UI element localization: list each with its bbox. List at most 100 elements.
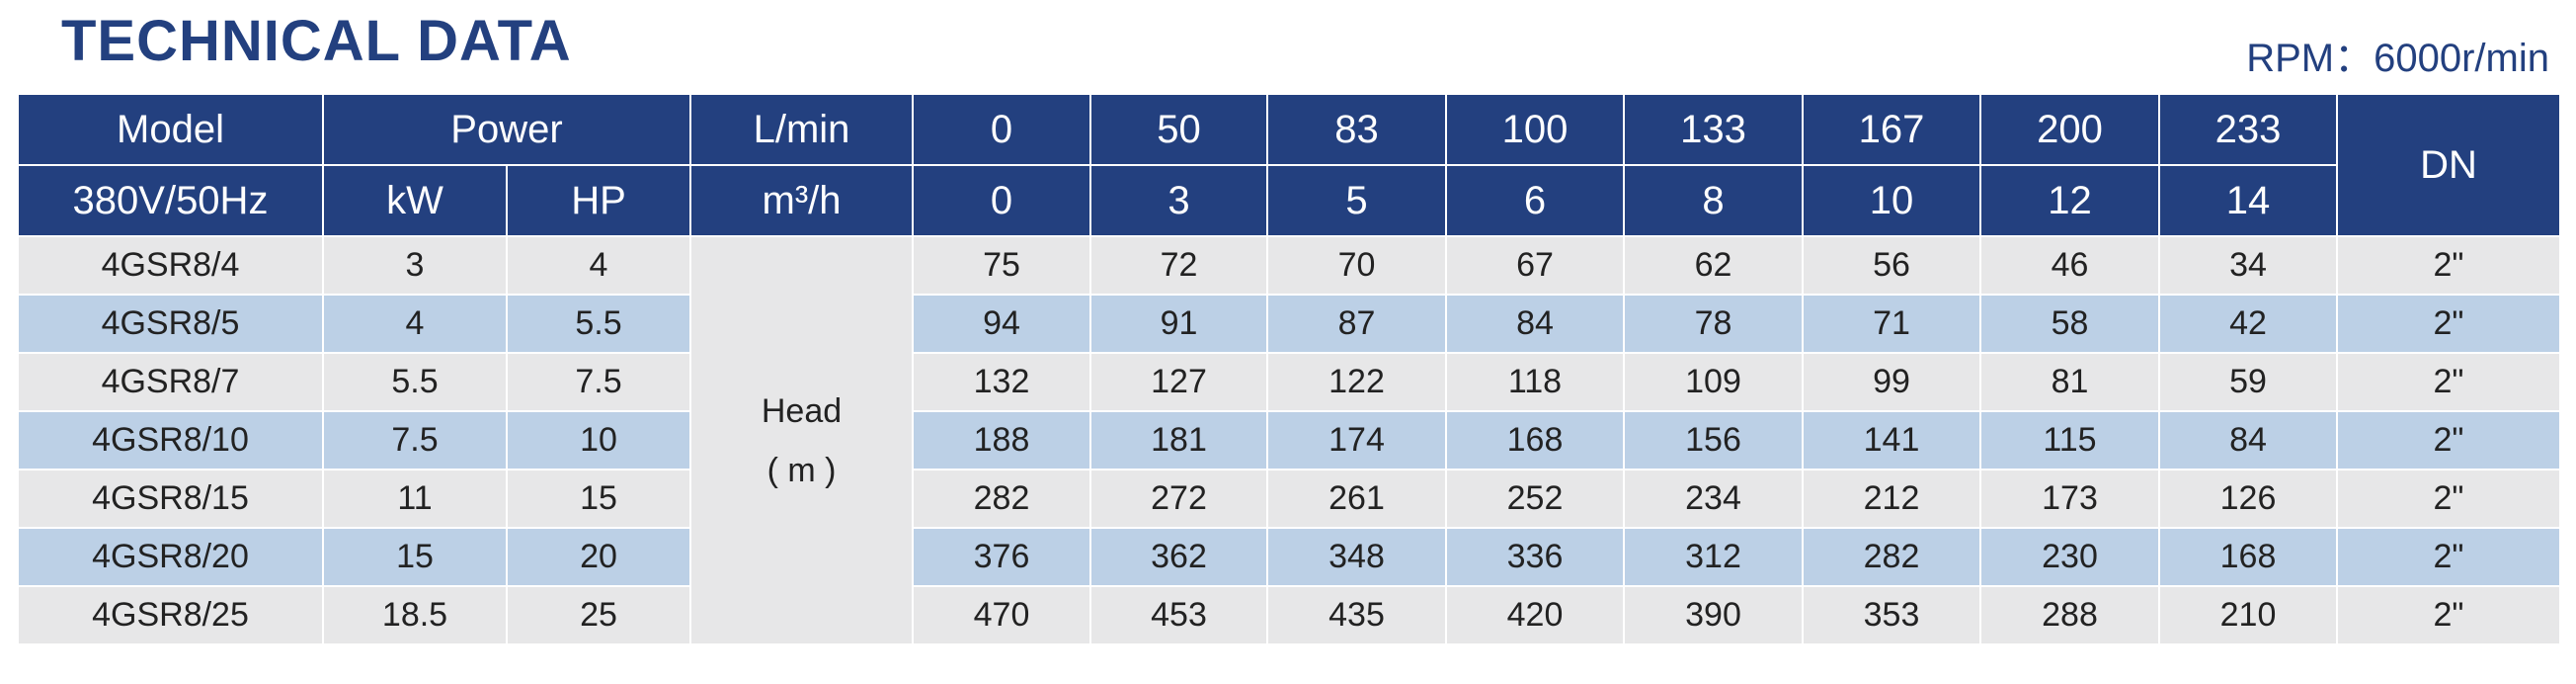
cell: 4GSR8/10 <box>17 410 324 470</box>
cell: 336 <box>1445 527 1625 587</box>
cell: 25 <box>506 585 691 645</box>
header-cell: DN <box>2336 93 2561 237</box>
cell: 390 <box>1623 585 1804 645</box>
cell: 5.5 <box>322 352 508 412</box>
cell: 5.5 <box>506 294 691 354</box>
cell: 67 <box>1445 235 1625 296</box>
header-cell: m³/h <box>689 164 914 237</box>
cell: 34 <box>2158 235 2338 296</box>
cell: 122 <box>1266 352 1447 412</box>
cell: 312 <box>1623 527 1804 587</box>
cell: 94 <box>912 294 1091 354</box>
table-row: 4GSR8/10 7.5 10 188 181 174 168 156 141 115 84 2" <box>17 410 2561 470</box>
data-table: Model Power L/min 0 50 83 100 133 167 200 233 DN 380… <box>17 93 2561 645</box>
header-cell: 0 <box>912 93 1091 166</box>
cell: 174 <box>1266 410 1447 470</box>
cell: 2" <box>2336 585 2561 645</box>
cell: 4GSR8/15 <box>17 469 324 529</box>
rpm: RPM：6000r/min <box>2246 37 2549 80</box>
table-row: 4GSR8/20 15 20 376 362 348 336 312 282 230 168 2" <box>17 527 2561 587</box>
cell: 168 <box>1445 410 1625 470</box>
header-cell: 380V/50Hz <box>17 164 324 237</box>
header-cell: 10 <box>1802 164 1981 237</box>
header-cell: 5 <box>1266 164 1447 237</box>
cell: 2" <box>2336 469 2561 529</box>
header-cell: 233 <box>2158 93 2338 166</box>
cell: 353 <box>1802 585 1981 645</box>
cell: 2" <box>2336 410 2561 470</box>
header-cell: 0 <box>912 164 1091 237</box>
cell: 282 <box>1802 527 1981 587</box>
cell: 348 <box>1266 527 1447 587</box>
cell: 288 <box>1979 585 2160 645</box>
cell: 4 <box>506 235 691 296</box>
cell: 87 <box>1266 294 1447 354</box>
cell: 282 <box>912 469 1091 529</box>
cell: 11 <box>322 469 508 529</box>
cell: 109 <box>1623 352 1804 412</box>
cell: 362 <box>1089 527 1268 587</box>
cell: 470 <box>912 585 1091 645</box>
header-cell: 100 <box>1445 93 1625 166</box>
cell: 2" <box>2336 352 2561 412</box>
cell: 46 <box>1979 235 2160 296</box>
cell: 81 <box>1979 352 2160 412</box>
header-cell: 133 <box>1623 93 1804 166</box>
cell: 84 <box>1445 294 1625 354</box>
cell: 7.5 <box>506 352 691 412</box>
header-cell: L/min <box>689 93 914 166</box>
header-cell: 167 <box>1802 93 1981 166</box>
cell: 181 <box>1089 410 1268 470</box>
cell: 188 <box>912 410 1091 470</box>
cell: 4GSR8/4 <box>17 235 324 296</box>
cell: 15 <box>506 469 691 529</box>
table-body: 4GSR8/4 3 4 Head( m ) 75 72 70 67 62 56 46 34 2" 4GSR… <box>17 235 2561 645</box>
header-row: Model Power L/min 0 50 83 100 133 167 200 233 DN <box>17 93 2561 237</box>
cell: 7.5 <box>322 410 508 470</box>
cell: 127 <box>1089 352 1268 412</box>
header-cell: 3 <box>1089 164 1268 237</box>
cell: 20 <box>506 527 691 587</box>
cell: 78 <box>1623 294 1804 354</box>
cell: 210 <box>2158 585 2338 645</box>
head-label: Head ( m ) <box>689 235 914 645</box>
cell: 173 <box>1979 469 2160 529</box>
cell: 212 <box>1802 469 1981 529</box>
cell: 376 <box>912 527 1091 587</box>
cell: 71 <box>1802 294 1981 354</box>
cell: 70 <box>1266 235 1447 296</box>
cell: 99 <box>1802 352 1981 412</box>
cell: 141 <box>1802 410 1981 470</box>
cell: 72 <box>1089 235 1268 296</box>
cell: 252 <box>1445 469 1625 529</box>
header-cell: 8 <box>1623 164 1804 237</box>
header-row: 380V/50Hz kW HP m³/h 0 3 5 6 8 10 12 14 <box>17 164 2560 237</box>
title: TECHNICAL DATA <box>61 9 572 73</box>
header-cell: HP <box>506 164 691 237</box>
cell: 132 <box>912 352 1091 412</box>
header-cell: kW <box>322 164 508 237</box>
cell: 4 <box>322 294 508 354</box>
cell: 56 <box>1802 235 1981 296</box>
header-cell: 12 <box>1979 164 2160 237</box>
cell: 2" <box>2336 294 2561 354</box>
header-cell: 6 <box>1445 164 1625 237</box>
header-cell: 50 <box>1089 93 1268 166</box>
cell: 168 <box>2158 527 2338 587</box>
cell: 42 <box>2158 294 2338 354</box>
cell: 75 <box>912 235 1091 296</box>
cell: 58 <box>1979 294 2160 354</box>
cell: 62 <box>1623 235 1804 296</box>
cell: 15 <box>322 527 508 587</box>
cell: 230 <box>1979 527 2160 587</box>
cell: 91 <box>1089 294 1268 354</box>
table-row: 4GSR8/25 18.5 25 470 453 435 420 390 353 288 210 2" <box>17 585 2561 645</box>
cell: 84 <box>2158 410 2338 470</box>
cell: 3 <box>322 235 508 296</box>
table-row: 4GSR8/15 11 15 282 272 261 252 234 212 173 126 2" <box>17 469 2561 529</box>
cell: 10 <box>506 410 691 470</box>
cell: 453 <box>1089 585 1268 645</box>
table-row: 4GSR8/5 4 5.5 94 91 87 84 78 71 58 42 2" <box>17 294 2561 354</box>
cell: 4GSR8/20 <box>17 527 324 587</box>
cell: 18.5 <box>322 585 508 645</box>
